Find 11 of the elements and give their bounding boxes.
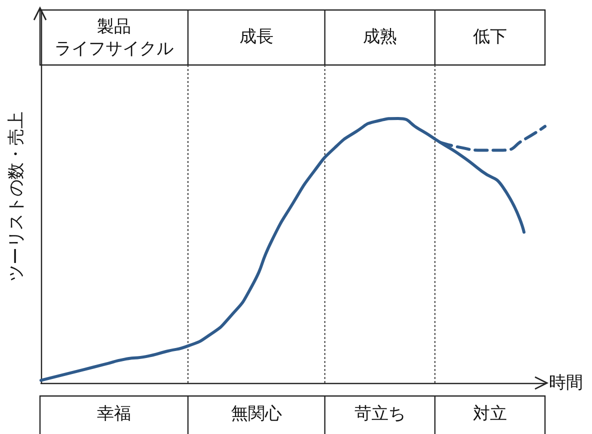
text: ライフサイクル (54, 39, 174, 59)
text: 幸福 (96, 404, 131, 424)
text: 対立 (472, 404, 507, 424)
text: 低下 (472, 27, 507, 47)
x-axis-title: 時間 (549, 373, 583, 393)
text: 成熟 (362, 27, 397, 47)
text: 無関心 (230, 404, 282, 424)
y-axis-title: ツーリストの数・売上 (6, 112, 26, 282)
text: 苛立ち (354, 404, 406, 424)
text: 成長 (239, 27, 274, 47)
text: 製品 (96, 17, 131, 37)
